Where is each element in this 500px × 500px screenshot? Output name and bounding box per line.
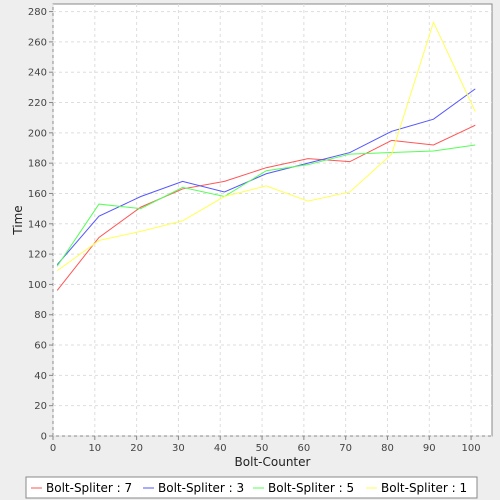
series-layer xyxy=(56,20,476,291)
axes: 0 20 40 60 80 100 120 140 160 180 200 220 240 260 280 0… xyxy=(28,7,481,454)
y-tick-label: 120 xyxy=(28,250,47,261)
legend: Bolt-Spliter : 7 Bolt-Spliter : 3 Bolt-Spl… xyxy=(25,476,478,499)
y-tick-label: 0 xyxy=(41,432,47,443)
legend-item-label: Bolt-Spliter : 5 xyxy=(268,481,354,495)
x-tick-label: 80 xyxy=(381,443,394,454)
y-tick-label: 20 xyxy=(34,401,47,412)
grid xyxy=(52,4,492,437)
plot-area xyxy=(52,3,493,437)
x-tick-label: 40 xyxy=(214,443,227,454)
y-axis-title: Time xyxy=(11,205,25,235)
series-line-4 xyxy=(56,20,476,272)
y-tick-label: 260 xyxy=(28,37,47,48)
x-tick-label: 70 xyxy=(339,443,352,454)
x-tick-label: 30 xyxy=(172,443,185,454)
legend-box xyxy=(25,476,478,499)
y-tick-label: 280 xyxy=(28,7,47,18)
legend-item-label: Bolt-Spliter : 1 xyxy=(381,481,467,495)
y-tick-label: 140 xyxy=(28,219,47,230)
y-tick-label: 40 xyxy=(34,371,47,382)
series-line-2 xyxy=(56,88,476,266)
x-axis-title: Bolt-Counter xyxy=(235,455,311,469)
y-tick-label: 160 xyxy=(28,189,47,200)
y-tick-label: 240 xyxy=(28,68,47,79)
legend-item-label: Bolt-Spliter : 7 xyxy=(46,481,132,495)
y-tick-label: 80 xyxy=(34,310,47,321)
y-tick-label: 180 xyxy=(28,159,47,170)
x-tick-label: 0 xyxy=(50,443,56,454)
x-tick-label: 100 xyxy=(462,443,481,454)
y-tick-label: 220 xyxy=(28,98,47,109)
legend-item-label: Bolt-Spliter : 3 xyxy=(158,481,244,495)
x-tick-label: 90 xyxy=(423,443,436,454)
y-tick-label: 200 xyxy=(28,128,47,139)
y-tick-label: 100 xyxy=(28,280,47,291)
x-tick-label: 10 xyxy=(88,443,101,454)
y-tick-label: 60 xyxy=(34,341,47,352)
series-line-3 xyxy=(56,144,476,267)
x-tick-label: 20 xyxy=(130,443,143,454)
series-line-1 xyxy=(56,124,476,291)
x-tick-label: 50 xyxy=(256,443,269,454)
x-tick-label: 60 xyxy=(297,443,310,454)
